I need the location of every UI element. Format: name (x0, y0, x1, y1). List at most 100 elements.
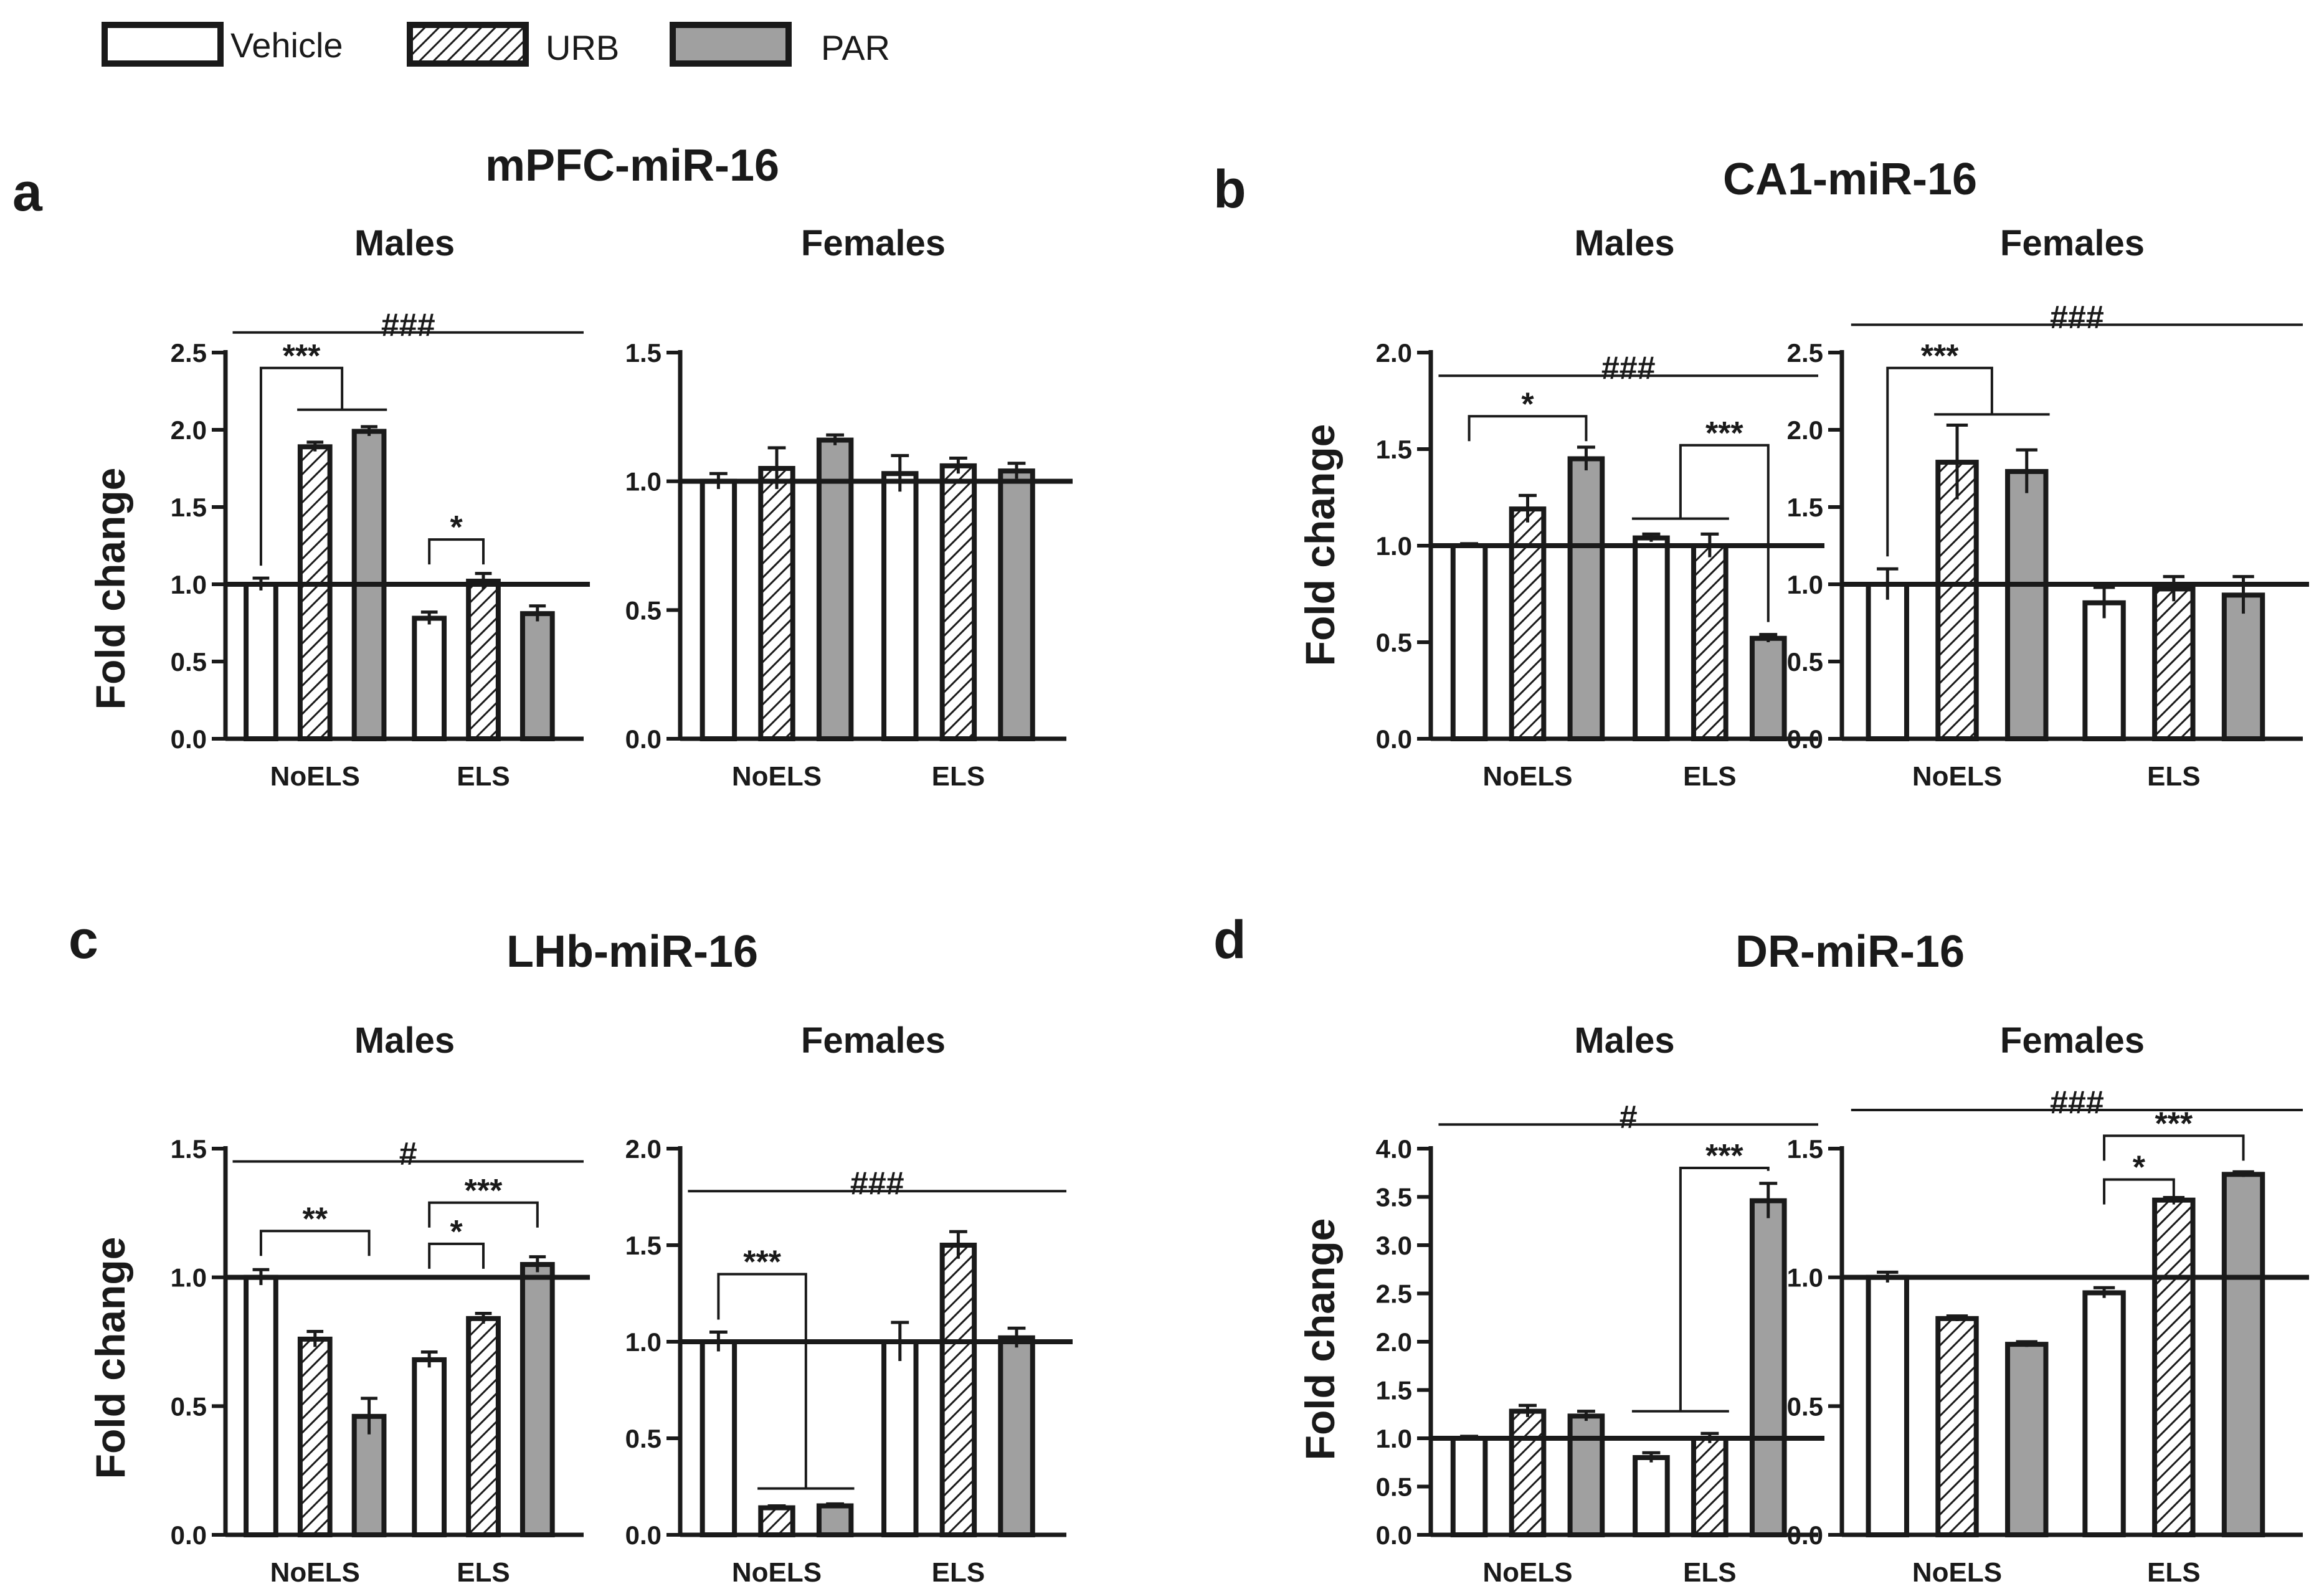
significance-bracket (259, 1230, 371, 1256)
subplot-title: Males (1574, 1020, 1674, 1061)
y-tick-label: 0.0 (1787, 724, 1823, 754)
bar-par (1567, 1413, 1605, 1538)
bar-par (998, 468, 1035, 742)
y-tick-label: 0.0 (625, 724, 662, 754)
bar-vehicle (1866, 1274, 1909, 1538)
panel-a: a mPFC-miR-16 Fold change Males 0.0 0.5 1.0… (12, 141, 1073, 792)
y-tick-label: 4.0 (1376, 1134, 1412, 1164)
y-tick-label: 0.5 (625, 595, 662, 625)
legend-label-vehicle: Vehicle (230, 26, 343, 65)
bar-vehicle (412, 1357, 447, 1538)
y-tick-label: 1.5 (625, 338, 662, 368)
significance-bracket (428, 1201, 539, 1228)
legend-label-par: PAR (821, 28, 890, 67)
bar-vehicle (1633, 535, 1670, 741)
y-axis-label: Fold change (1297, 1218, 1343, 1461)
panel-letter: d (1213, 910, 1246, 970)
bar-urb (297, 1336, 333, 1538)
y-tick-label: 1.5 (1376, 1376, 1412, 1405)
y-tick-label: 0.5 (1787, 647, 1823, 676)
y-tick-label: 2.0 (1376, 338, 1412, 368)
y-tick-label: 1.0 (1376, 531, 1412, 561)
y-tick-label: 0.0 (171, 1520, 207, 1550)
bar-urb (1935, 1316, 1979, 1538)
bar-urb (466, 579, 501, 741)
bar-vehicle (1866, 582, 1909, 741)
y-tick-label: 1.0 (1787, 1263, 1823, 1293)
significance-label: * (450, 510, 463, 546)
y-tick-label: 3.0 (1376, 1231, 1412, 1260)
panel-letter: b (1213, 159, 1246, 219)
legend-swatch-urb (407, 22, 529, 67)
significance-label: * (450, 1214, 463, 1250)
x-category-label: NoELS (270, 1557, 360, 1588)
y-tick-label: 2.5 (171, 338, 207, 368)
y-tick-label: 0.5 (625, 1424, 662, 1453)
significance-bracket (2103, 1134, 2245, 1161)
panel-b: b CA1-miR-16 Fold change Males 0.0 0.5 1.0 1… (1213, 154, 2309, 792)
x-category-label: ELS (1683, 1557, 1737, 1588)
subplot-females: Females 0.0 0.5 1.0 1.5 NoELS ELS (625, 223, 1073, 792)
bar-par (2005, 1342, 2049, 1537)
x-category-label: ELS (932, 761, 985, 792)
y-tick-label: 1.0 (1376, 1424, 1412, 1453)
panel-d: d DR-miR-16 Fold change Males 0.0 0.5 1.0 1.… (1213, 910, 2309, 1588)
bar-vehicle (700, 478, 738, 742)
bar-urb (939, 1243, 977, 1537)
significance-label: # (399, 1136, 417, 1172)
significance-label: * (2133, 1150, 2146, 1186)
bar-par (1749, 635, 1787, 742)
y-tick-label: 2.0 (1787, 415, 1823, 445)
y-tick-label: 1.5 (1787, 1134, 1823, 1164)
y-tick-label: 0.5 (1787, 1392, 1823, 1421)
y-tick-label: 1.0 (625, 1327, 662, 1357)
significance-bracket (428, 1242, 485, 1269)
y-tick-label: 2.0 (625, 1134, 662, 1164)
y-tick-label: 0.0 (1376, 724, 1412, 754)
significance-label: # (1620, 1099, 1638, 1135)
significance-label: ### (2050, 299, 2104, 335)
bar-par (998, 1335, 1035, 1538)
bar-vehicle (881, 471, 919, 741)
subplot-title: Males (354, 223, 455, 263)
bar-urb (1691, 1436, 1729, 1537)
subplot-males: Males 0.0 0.5 1.0 1.5 2.0 2.5 3.0 3.5 4.0 NoELS ELS… (1376, 1020, 1824, 1588)
bar-par (519, 611, 555, 741)
y-tick-label: 0.0 (625, 1520, 662, 1550)
x-category-label: ELS (2147, 1557, 2201, 1588)
significance-bracket (2103, 1178, 2175, 1205)
y-tick-label: 1.5 (1787, 493, 1823, 522)
bar-vehicle (1450, 543, 1488, 741)
significance-label: ### (1601, 350, 1656, 386)
y-tick-label: 3.5 (1376, 1183, 1412, 1212)
subplot-title: Females (801, 223, 946, 263)
y-axis-label: Fold change (1297, 424, 1343, 667)
significance-bracket (717, 1273, 807, 1489)
bar-urb (2152, 586, 2196, 741)
bar-vehicle (700, 1339, 738, 1537)
y-tick-label: 2.0 (1376, 1327, 1412, 1357)
bar-vehicle (881, 1339, 919, 1537)
significance-bracket (1679, 1167, 1770, 1411)
subplot-title: Females (801, 1020, 946, 1061)
x-category-label: NoELS (270, 761, 360, 792)
x-category-label: NoELS (1912, 761, 2002, 792)
bar-vehicle (244, 582, 278, 741)
y-tick-label: 1.5 (171, 1134, 207, 1164)
y-tick-label: 0.5 (1376, 1473, 1412, 1502)
bar-vehicle (412, 615, 447, 741)
legend-swatch-par (670, 22, 792, 67)
bar-par (2221, 592, 2265, 741)
y-axis-label: Fold change (87, 1237, 133, 1479)
bar-urb (297, 444, 333, 742)
bar-par (816, 1503, 854, 1537)
y-tick-label: 0.5 (171, 647, 207, 676)
bar-urb (758, 1505, 795, 1538)
bar-par (816, 437, 854, 741)
subplot-title: Males (354, 1020, 455, 1061)
x-category-label: ELS (932, 1557, 985, 1588)
x-category-label: NoELS (1912, 1557, 2002, 1588)
